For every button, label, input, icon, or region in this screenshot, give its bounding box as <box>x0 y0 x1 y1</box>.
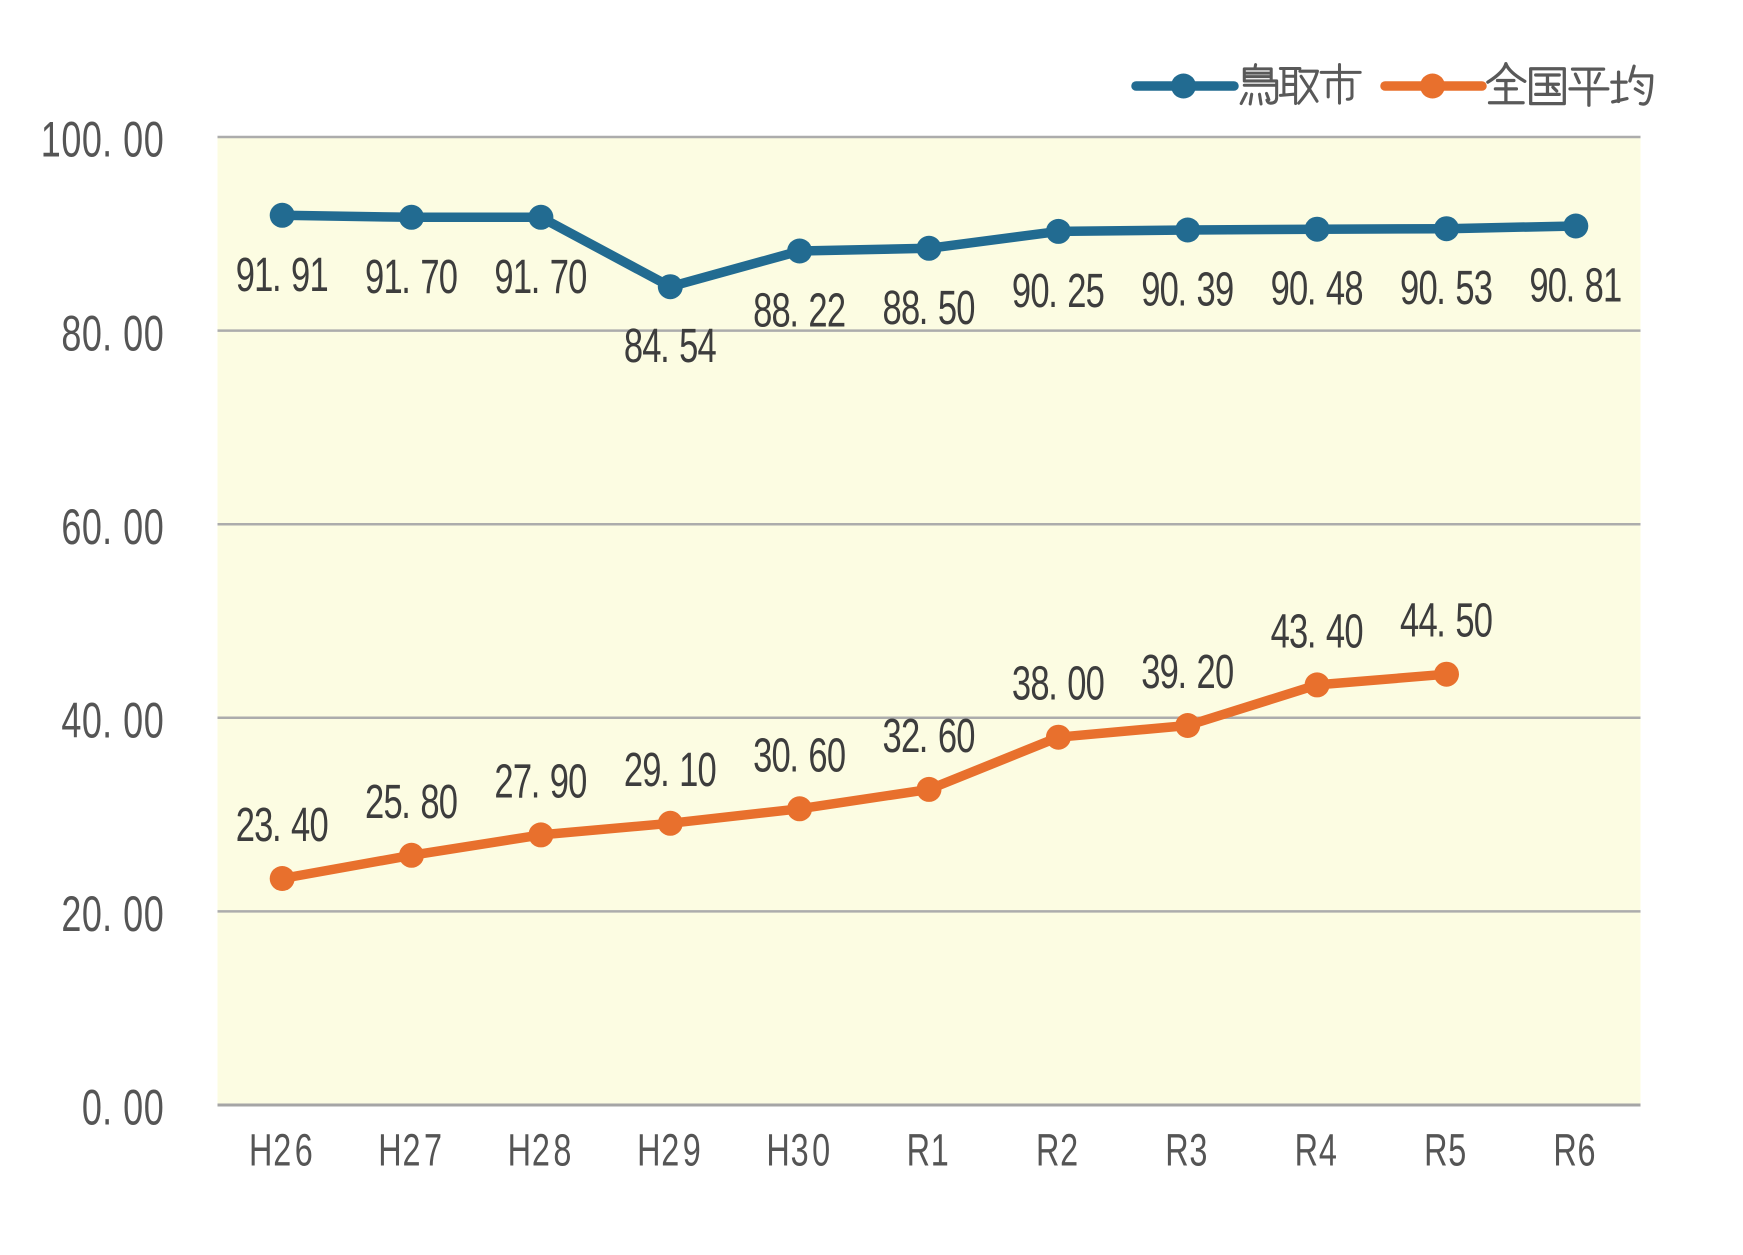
svg-text:H30: H30 <box>766 1126 830 1175</box>
svg-text:H27: H27 <box>378 1126 442 1175</box>
svg-text:R5: R5 <box>1424 1126 1466 1175</box>
svg-text:R2: R2 <box>1036 1126 1078 1175</box>
svg-text:R1: R1 <box>907 1126 949 1175</box>
svg-text:H28: H28 <box>508 1126 572 1175</box>
svg-text:R3: R3 <box>1165 1126 1207 1175</box>
svg-text:H29: H29 <box>637 1126 701 1175</box>
svg-text:100.00: 100.00 <box>41 113 164 168</box>
svg-text:R6: R6 <box>1553 1126 1595 1175</box>
svg-text:H26: H26 <box>249 1126 313 1175</box>
svg-text:0.00: 0.00 <box>82 1081 164 1136</box>
svg-text:R4: R4 <box>1295 1126 1337 1175</box>
